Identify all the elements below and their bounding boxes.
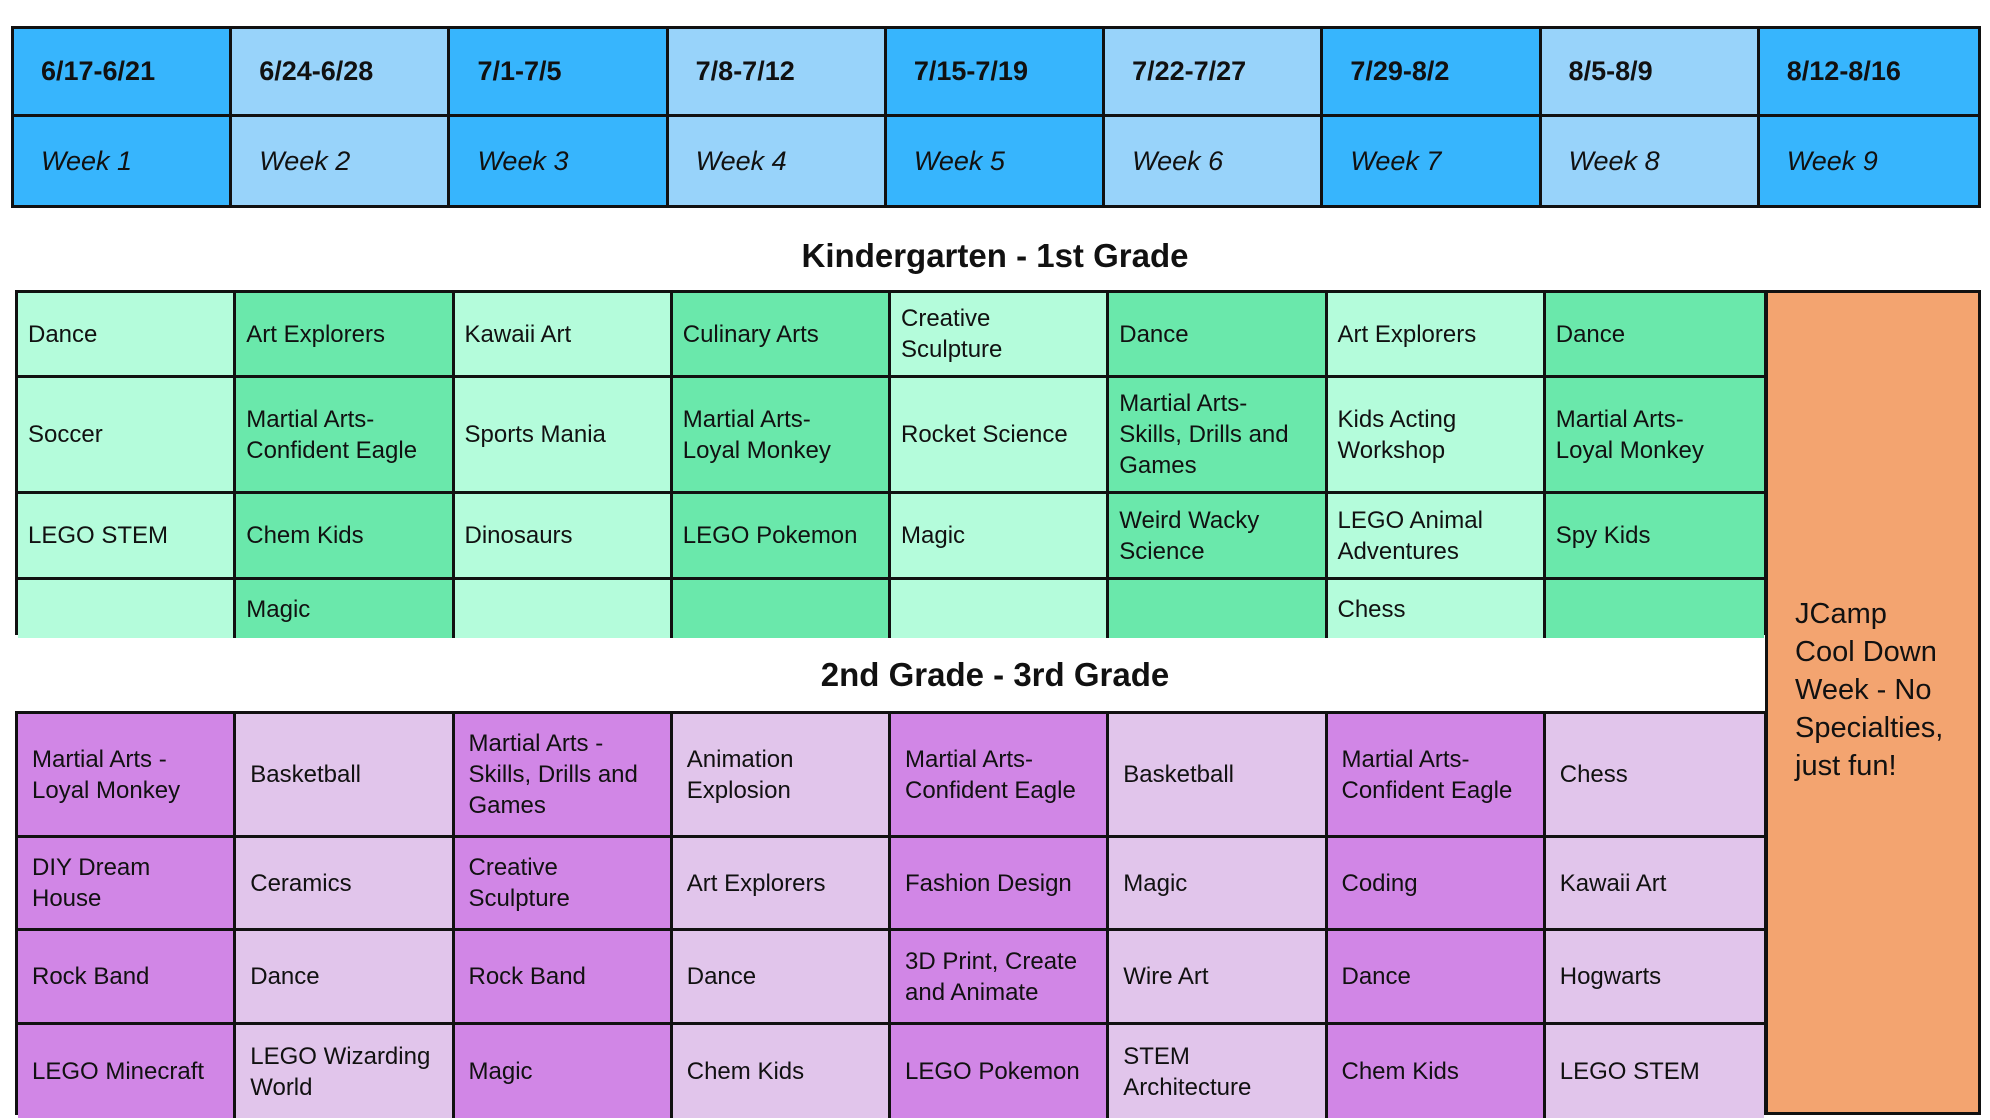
- schedule-cell: [18, 580, 237, 638]
- schedule-cell: Basketball: [236, 714, 455, 838]
- kindergarten-schedule-table: Dance Art Explorers Kawaii Art Culinary Art…: [15, 290, 1767, 638]
- week-label-cell: Week 7: [1323, 117, 1542, 205]
- schedule-cell: Creative Sculpture: [891, 293, 1110, 378]
- schedule-cell: Magic: [891, 494, 1110, 580]
- schedule-cell: Martial Arts - Skills, Drills and Games: [454, 714, 673, 838]
- grade23-schedule-table: Martial Arts - Loyal Monkey Basketball Mar…: [15, 711, 1767, 1118]
- schedule-cell: Chem Kids: [236, 494, 455, 580]
- schedule-cell: [1545, 580, 1764, 638]
- week-date-cell: 7/29-8/2: [1323, 29, 1542, 117]
- schedule-cell: Ceramics: [236, 838, 455, 931]
- schedule-cell: LEGO STEM: [1545, 1025, 1764, 1118]
- schedule-cell: Kids Acting Workshop: [1327, 378, 1546, 494]
- week-date-cell: 8/5-8/9: [1541, 29, 1760, 117]
- schedule-cell: Fashion Design: [891, 838, 1110, 931]
- schedule-cell: Coding: [1327, 838, 1546, 931]
- schedule-cell: Kawaii Art: [1545, 838, 1764, 931]
- week-label-cell: Week 2: [232, 117, 451, 205]
- schedule-cell: DIY Dream House: [18, 838, 237, 931]
- schedule-cell: Chem Kids: [672, 1025, 891, 1118]
- schedule-cell: Culinary Arts: [672, 293, 891, 378]
- schedule-cell: Martial Arts- Confident Eagle: [236, 378, 455, 494]
- schedule-cell: [672, 580, 891, 638]
- schedule-cell: Spy Kids: [1545, 494, 1764, 580]
- week-label-cell: Week 9: [1759, 117, 1978, 205]
- schedule-cell: Soccer: [18, 378, 237, 494]
- week-date-cell: 7/1-7/5: [450, 29, 669, 117]
- week-date-cell: 7/15-7/19: [886, 29, 1106, 117]
- schedule-cell: LEGO Minecraft: [18, 1025, 237, 1118]
- schedule-cell: Art Explorers: [672, 838, 891, 931]
- schedule-cell: Dinosaurs: [454, 494, 673, 580]
- schedule-cell: LEGO Wizarding World: [236, 1025, 455, 1118]
- week-date-cell: 6/24-6/28: [232, 29, 451, 117]
- schedule-cell: [891, 580, 1110, 638]
- schedule-cell: Martial Arts- Loyal Monkey: [672, 378, 891, 494]
- schedule-cell: Art Explorers: [1327, 293, 1546, 378]
- schedule-cell: Chess: [1545, 714, 1764, 838]
- schedule-cell: Rock Band: [18, 931, 237, 1025]
- schedule-cell: Rock Band: [454, 931, 673, 1025]
- schedule-cell: LEGO Pokemon: [672, 494, 891, 580]
- schedule-cell: LEGO Animal Adventures: [1327, 494, 1546, 580]
- schedule-cell: Wire Art: [1109, 931, 1328, 1025]
- schedule-cell: Martial Arts- Loyal Monkey: [1545, 378, 1764, 494]
- cooldown-week-panel: JCamp Cool Down Week - No Specialties, j…: [1765, 290, 1981, 1115]
- schedule-cell: 3D Print, Create and Animate: [891, 931, 1110, 1025]
- schedule-cell: Animation Explosion: [672, 714, 891, 838]
- cooldown-text: JCamp Cool Down Week - No Specialties, j…: [1795, 597, 1944, 782]
- week-date-cell: 8/12-8/16: [1759, 29, 1978, 117]
- schedule-cell: Kawaii Art: [454, 293, 673, 378]
- schedule-cell: Martial Arts- Confident Eagle: [1327, 714, 1546, 838]
- schedule-cell: STEM Architecture: [1109, 1025, 1328, 1118]
- kindergarten-section-title: Kindergarten - 1st Grade: [801, 237, 1189, 274]
- week-label-cell: Week 3: [450, 117, 669, 205]
- schedule-cell: Hogwarts: [1545, 931, 1764, 1025]
- schedule-cell: LEGO STEM: [18, 494, 237, 580]
- schedule-cell: Martial Arts- Skills, Drills and Games: [1109, 378, 1328, 494]
- schedule-cell: Chess: [1327, 580, 1546, 638]
- week-header-table: 6/17-6/21 6/24-6/28 7/1-7/5 7/8-7/12 7/1…: [11, 26, 1981, 208]
- schedule-cell: Dance: [1327, 931, 1546, 1025]
- schedule-cell: Dance: [672, 931, 891, 1025]
- week-date-cell: 7/22-7/27: [1105, 29, 1324, 117]
- schedule-cell: [454, 580, 673, 638]
- week-label-cell: Week 6: [1105, 117, 1324, 205]
- schedule-cell: Martial Arts- Confident Eagle: [891, 714, 1110, 838]
- schedule-cell: Dance: [1545, 293, 1764, 378]
- week-date-cell: 7/8-7/12: [668, 29, 887, 117]
- schedule-cell: Sports Mania: [454, 378, 673, 494]
- schedule-cell: Magic: [454, 1025, 673, 1118]
- schedule-cell: Martial Arts - Loyal Monkey: [18, 714, 237, 838]
- week-date-cell: 6/17-6/21: [14, 29, 233, 117]
- week-label-cell: Week 4: [668, 117, 887, 205]
- schedule-cell: Dance: [18, 293, 237, 378]
- schedule-cell: [1109, 580, 1328, 638]
- schedule-cell: Basketball: [1109, 714, 1328, 838]
- grade23-section-title: 2nd Grade - 3rd Grade: [820, 656, 1170, 693]
- week-label-cell: Week 1: [14, 117, 233, 205]
- schedule-cell: Dance: [236, 931, 455, 1025]
- week-label-cell: Week 8: [1541, 117, 1760, 205]
- schedule-cell: Chem Kids: [1327, 1025, 1546, 1118]
- schedule-cell: Art Explorers: [236, 293, 455, 378]
- schedule-cell: Magic: [236, 580, 455, 638]
- schedule-cell: LEGO Pokemon: [891, 1025, 1110, 1118]
- week-label-cell: Week 5: [886, 117, 1106, 205]
- schedule-cell: Creative Sculpture: [454, 838, 673, 931]
- schedule-cell: Dance: [1109, 293, 1328, 378]
- schedule-cell: Weird Wacky Science: [1109, 494, 1328, 580]
- schedule-cell: Rocket Science: [891, 378, 1110, 494]
- schedule-cell: Magic: [1109, 838, 1328, 931]
